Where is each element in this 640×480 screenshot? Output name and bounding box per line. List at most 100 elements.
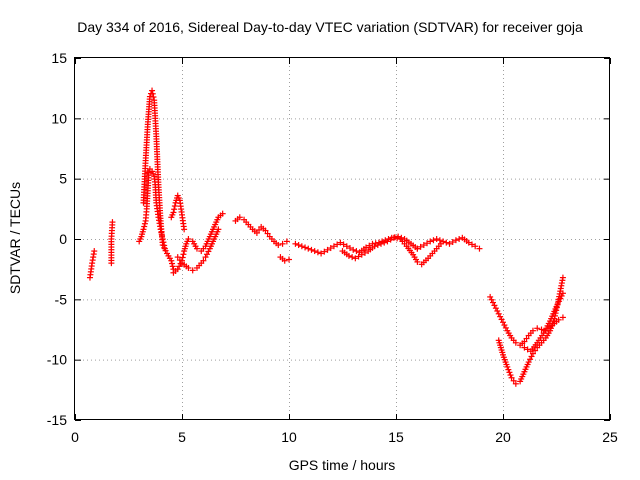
data-point bbox=[512, 380, 519, 387]
x-tick-label: 5 bbox=[178, 429, 186, 445]
y-tick-label: 0 bbox=[59, 231, 67, 247]
data-point bbox=[508, 374, 515, 381]
data-point bbox=[149, 87, 156, 94]
data-point bbox=[353, 248, 360, 255]
data-point bbox=[494, 307, 501, 314]
data-point bbox=[468, 241, 475, 248]
data-point bbox=[553, 303, 560, 310]
data-point bbox=[161, 242, 168, 249]
data-point bbox=[298, 243, 305, 250]
x-axis-label: GPS time / hours bbox=[289, 457, 396, 473]
data-point bbox=[281, 257, 288, 264]
data-point bbox=[176, 257, 183, 264]
data-point bbox=[488, 296, 495, 303]
data-point bbox=[161, 245, 168, 252]
data-point bbox=[504, 363, 511, 370]
data-point bbox=[384, 238, 391, 245]
data-point bbox=[495, 310, 502, 317]
data-point bbox=[433, 236, 440, 242]
data-point bbox=[449, 239, 456, 246]
data-point bbox=[398, 234, 405, 241]
data-point bbox=[343, 243, 350, 250]
data-point bbox=[390, 234, 397, 241]
data-point bbox=[305, 245, 312, 252]
data-point bbox=[314, 249, 321, 256]
data-point bbox=[476, 245, 483, 252]
data-point bbox=[427, 238, 434, 245]
data-point bbox=[510, 377, 517, 384]
data-point bbox=[417, 243, 424, 250]
data-point bbox=[492, 305, 499, 312]
data-point bbox=[491, 302, 498, 309]
data-point bbox=[149, 90, 156, 97]
data-point bbox=[414, 258, 421, 265]
data-point bbox=[512, 339, 519, 346]
data-point bbox=[554, 300, 561, 307]
data-point bbox=[527, 356, 534, 363]
data-point bbox=[189, 267, 196, 274]
x-tick-label: 25 bbox=[602, 429, 618, 445]
data-point bbox=[349, 254, 356, 261]
data-point bbox=[324, 246, 331, 253]
data-point bbox=[109, 219, 116, 226]
data-point bbox=[387, 236, 394, 243]
data-point bbox=[171, 203, 178, 210]
data-point bbox=[361, 249, 368, 256]
data-point bbox=[498, 316, 505, 323]
data-point bbox=[346, 245, 353, 252]
data-point bbox=[371, 243, 378, 250]
data-point bbox=[506, 369, 513, 376]
data-point bbox=[374, 242, 381, 249]
data-point bbox=[141, 223, 148, 230]
data-point bbox=[340, 241, 347, 248]
data-point bbox=[140, 226, 147, 233]
data-point bbox=[559, 274, 566, 281]
data-point bbox=[378, 240, 385, 247]
data-point bbox=[436, 237, 443, 244]
data-point bbox=[158, 229, 165, 236]
data-point bbox=[502, 324, 509, 331]
data-point bbox=[507, 372, 514, 379]
data-point bbox=[205, 248, 212, 255]
plot-frame bbox=[74, 57, 610, 420]
x-tick-label: 15 bbox=[388, 429, 404, 445]
data-point bbox=[366, 242, 373, 249]
y-axis-label: SDTVAR / TECUs bbox=[7, 182, 23, 294]
data-point bbox=[500, 319, 506, 326]
data-point bbox=[292, 240, 299, 247]
data-point bbox=[521, 344, 528, 351]
data-point bbox=[185, 236, 192, 242]
data-point bbox=[534, 325, 541, 332]
data-point bbox=[144, 169, 151, 176]
data-point bbox=[168, 257, 175, 264]
data-point bbox=[443, 239, 450, 246]
data-point bbox=[487, 293, 494, 300]
data-point bbox=[337, 239, 344, 246]
chart-title: Day 334 of 2016, Sidereal Day-to-day VTE… bbox=[77, 19, 583, 35]
data-point bbox=[394, 235, 401, 242]
data-point bbox=[330, 243, 337, 250]
y-tick-label: -15 bbox=[47, 412, 67, 428]
data-point bbox=[472, 243, 479, 250]
data-point bbox=[308, 246, 315, 253]
data-point bbox=[159, 236, 166, 242]
data-point bbox=[236, 214, 243, 221]
data-point bbox=[424, 240, 431, 247]
data-point bbox=[557, 295, 564, 302]
data-point bbox=[160, 239, 167, 246]
data-point bbox=[355, 253, 362, 260]
data-point bbox=[521, 338, 528, 345]
data-point bbox=[180, 251, 187, 258]
data-point bbox=[215, 226, 222, 233]
data-point bbox=[150, 94, 157, 101]
data-point bbox=[181, 226, 188, 233]
data-point bbox=[420, 242, 427, 249]
data-point bbox=[169, 260, 176, 267]
x-tick-label: 20 bbox=[495, 429, 511, 445]
data-points bbox=[86, 87, 566, 387]
data-point bbox=[321, 248, 328, 255]
data-point bbox=[345, 252, 352, 259]
data-point bbox=[193, 245, 200, 252]
data-point bbox=[538, 326, 545, 333]
